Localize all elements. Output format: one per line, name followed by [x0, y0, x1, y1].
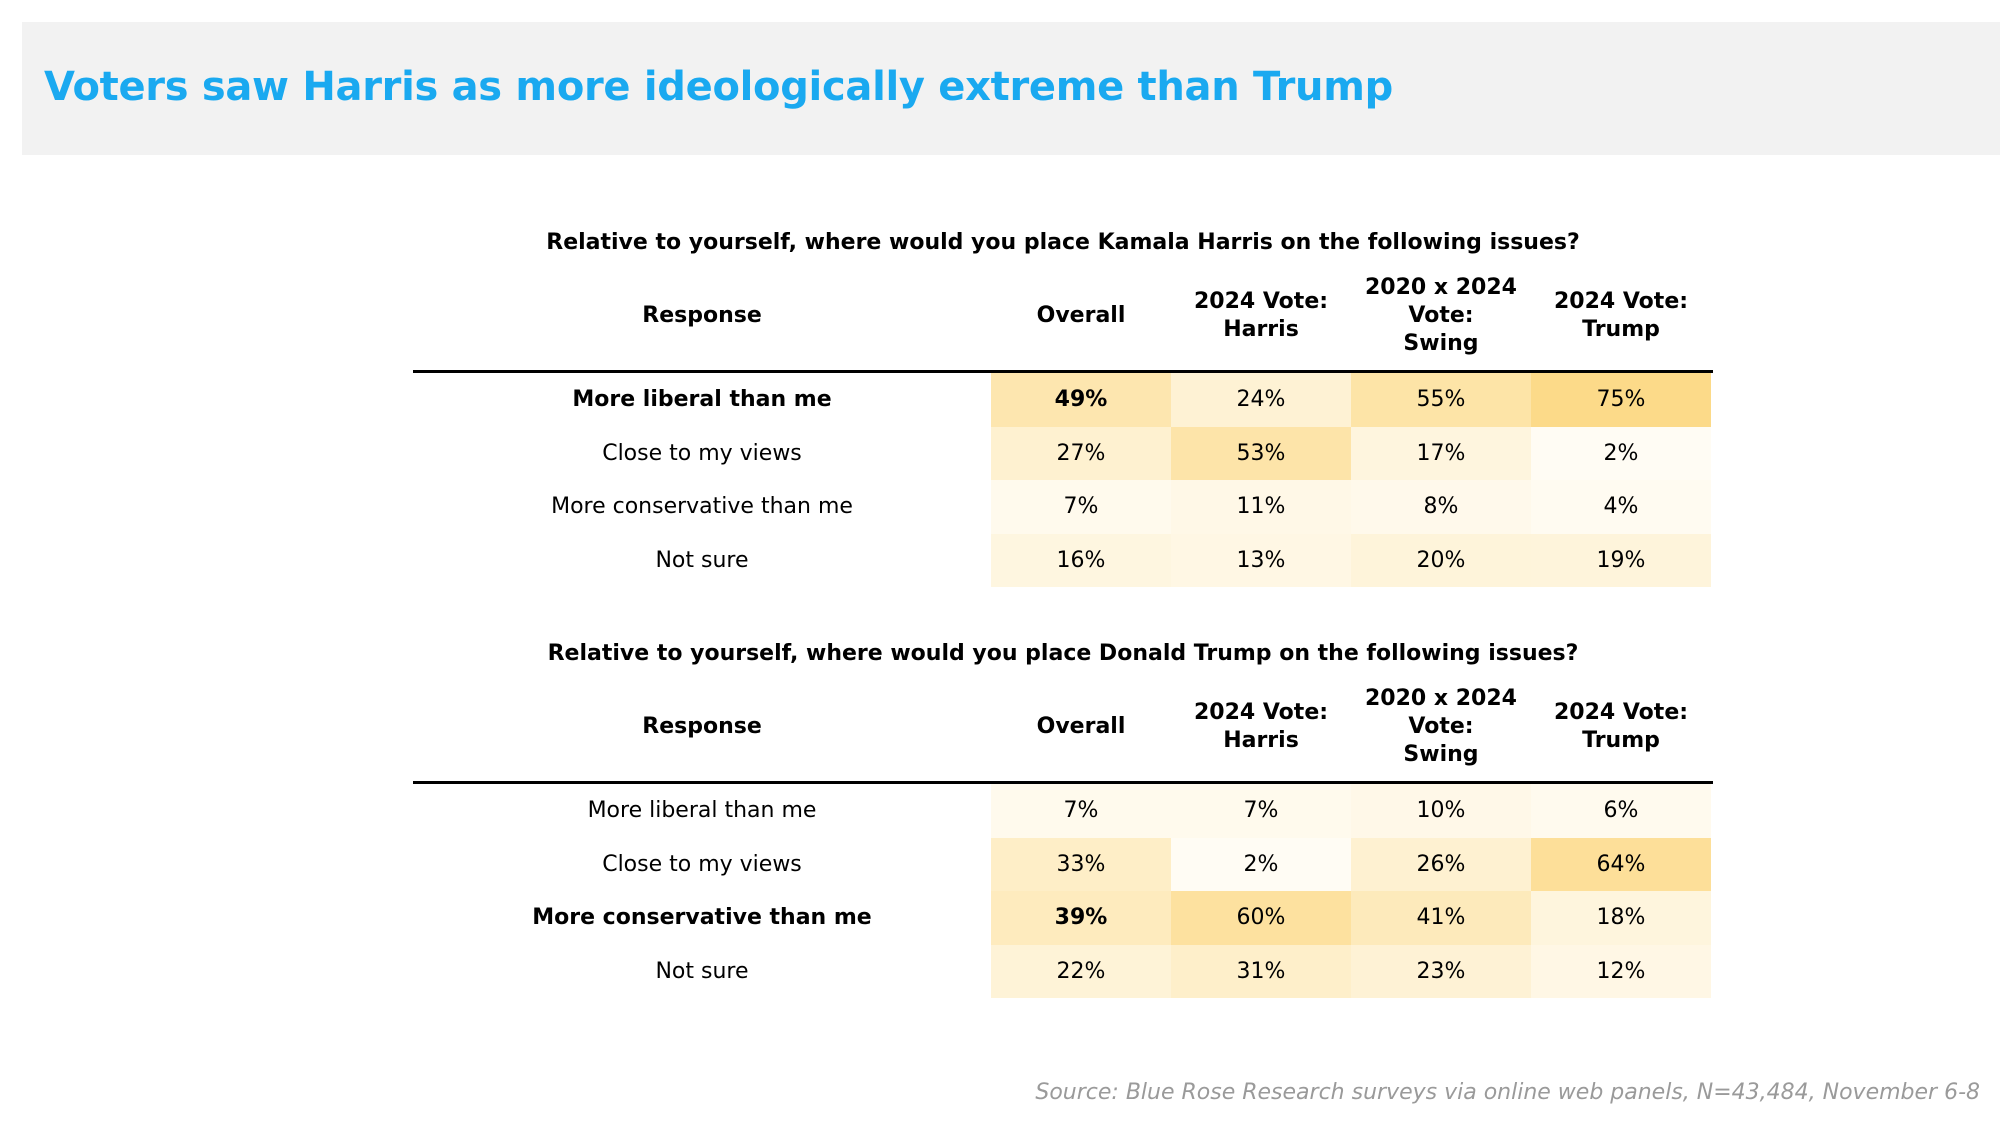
data-cell: 7%: [1171, 784, 1351, 838]
data-cell: 24%: [1171, 373, 1351, 427]
column-header: 2024 Vote: Harris: [1193, 700, 1329, 753]
data-cell: 64%: [1531, 837, 1711, 891]
data-cell: 4%: [1531, 480, 1711, 534]
column-header: Response: [642, 714, 762, 739]
data-cell: 22%: [991, 944, 1171, 998]
row-label: Not sure: [655, 547, 749, 573]
data-cell: 49%: [991, 373, 1171, 427]
header-rule: [413, 781, 1713, 784]
column-header: 2020 x 2024 Vote: Swing: [1365, 686, 1517, 767]
column-header: Response: [642, 303, 762, 328]
row-label: More liberal than me: [572, 387, 832, 413]
data-cell: 11%: [1171, 480, 1351, 534]
column-header: 2024 Vote: Trump: [1553, 700, 1689, 753]
column-header: 2024 Vote: Harris: [1193, 289, 1329, 342]
data-cell: 31%: [1171, 944, 1351, 998]
data-cell: 7%: [991, 480, 1171, 534]
data-cell: 41%: [1351, 891, 1531, 945]
data-cell: 13%: [1171, 533, 1351, 587]
data-cell: 2%: [1531, 426, 1711, 480]
data-cell: 53%: [1171, 426, 1351, 480]
row-label: Close to my views: [602, 440, 802, 466]
data-cell: 18%: [1531, 891, 1711, 945]
data-cell: 12%: [1531, 944, 1711, 998]
data-cell: 55%: [1351, 373, 1531, 427]
data-cell: 33%: [991, 837, 1171, 891]
row-label: More liberal than me: [587, 798, 817, 824]
row-label: Close to my views: [602, 851, 802, 877]
data-cell: 60%: [1171, 891, 1351, 945]
data-cell: 20%: [1351, 533, 1531, 587]
column-header: 2024 Vote: Trump: [1553, 289, 1689, 342]
data-cell: 10%: [1351, 784, 1531, 838]
row-label: More conservative than me: [532, 905, 872, 931]
data-cell: 26%: [1351, 837, 1531, 891]
data-cell: 2%: [1171, 837, 1351, 891]
data-cell: 6%: [1531, 784, 1711, 838]
table-question: Relative to yourself, where would you pl…: [546, 230, 1580, 255]
header-rule: [413, 370, 1713, 373]
data-cell: 7%: [991, 784, 1171, 838]
column-header: Overall: [1036, 714, 1126, 739]
data-cell: 19%: [1531, 533, 1711, 587]
data-cell: 8%: [1351, 480, 1531, 534]
source-note: Source: Blue Rose Research surveys via o…: [1035, 1080, 1980, 1105]
data-cell: 75%: [1531, 373, 1711, 427]
page-title: Voters saw Harris as more ideologically …: [44, 64, 1393, 110]
data-cell: 17%: [1351, 426, 1531, 480]
title-banner: Voters saw Harris as more ideologically …: [22, 22, 2000, 155]
row-label: More conservative than me: [551, 494, 853, 520]
column-header: Overall: [1036, 303, 1126, 328]
data-cell: 23%: [1351, 944, 1531, 998]
data-cell: 16%: [991, 533, 1171, 587]
data-cell: 27%: [991, 426, 1171, 480]
row-label: Not sure: [655, 958, 749, 984]
table-question: Relative to yourself, where would you pl…: [547, 641, 1579, 666]
column-header: 2020 x 2024 Vote: Swing: [1365, 275, 1517, 356]
harris-table: Relative to yourself, where would you pl…: [413, 230, 1713, 590]
trump-table: Relative to yourself, where would you pl…: [413, 641, 1713, 1001]
data-cell: 39%: [991, 891, 1171, 945]
